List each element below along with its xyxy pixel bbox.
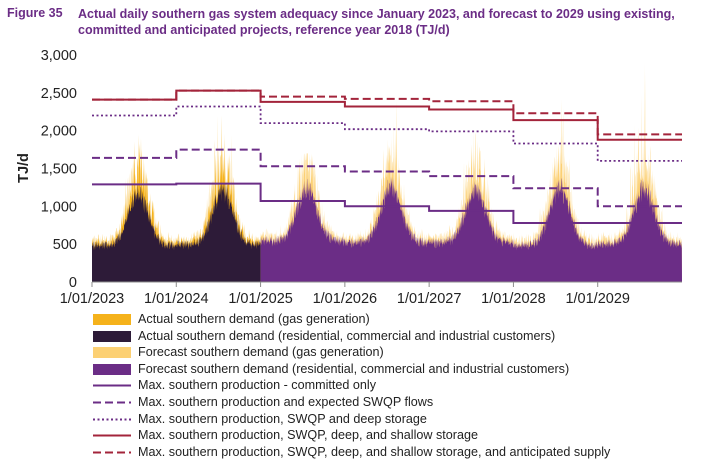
capacity-line-3 — [92, 105, 682, 162]
x-tick-label: 1/01/2025 — [228, 291, 293, 307]
capacity-line-1 — [92, 182, 682, 224]
area-actual-rci — [92, 180, 261, 282]
legend-swatch — [93, 314, 131, 325]
legend-label: Forecast southern demand (residential, c… — [138, 361, 570, 376]
legend-label: Max. southern production, SWQP and deep … — [138, 411, 427, 426]
legend-item: Actual southern demand (gas generation) — [93, 311, 693, 328]
legend-item: Max. southern production, SWQP, deep, an… — [93, 427, 693, 444]
area-forecast-gas-generation — [260, 62, 682, 282]
x-tick-label: 1/01/2028 — [481, 291, 546, 307]
legend-swatch — [93, 330, 131, 342]
x-tick-label: 1/01/2024 — [144, 291, 209, 307]
legend-label: Max. southern production and expected SW… — [138, 394, 434, 409]
x-tick-label: 1/01/2029 — [565, 291, 630, 307]
legend-label: Max. southern production - committed onl… — [138, 378, 376, 393]
legend-swatch — [93, 414, 131, 425]
legend-label: Max. southern production, SWQP, deep, an… — [138, 428, 478, 443]
legend-item: Max. southern production, SWQP and deep … — [93, 411, 693, 428]
chart-legend: Actual southern demand (gas generation) A… — [93, 311, 693, 460]
figure-caption: Figure 35 Actual daily southern gas syst… — [0, 6, 702, 40]
y-tick-label: 1,000 — [41, 199, 77, 215]
y-tick-label: 1,500 — [41, 162, 77, 178]
legend-swatch — [93, 430, 131, 441]
x-tick-label: 1/01/2027 — [397, 291, 462, 307]
legend-swatch — [93, 347, 131, 359]
legend-item: Max. southern production - committed onl… — [93, 377, 693, 394]
capacity-line-4 — [92, 89, 682, 141]
capacity-lines — [92, 89, 682, 224]
legend-label: Max. southern production, SWQP, deep, an… — [138, 444, 611, 459]
legend-item: Max. southern production and expected SW… — [93, 394, 693, 411]
chart-axes: 0 500 1,000 1,500 2,000 2,500 3,000 1/01/2023 1/… — [16, 48, 682, 307]
legend-swatch — [93, 363, 131, 375]
legend-item: Actual southern demand (residential, com… — [93, 328, 693, 345]
figure-label: Figure 35 — [7, 6, 63, 20]
y-tick-label: 2,500 — [41, 86, 77, 102]
legend-swatch — [93, 380, 131, 391]
legend-label: Actual southern demand (residential, com… — [138, 328, 556, 343]
y-tick-label: 2,000 — [41, 124, 77, 140]
legend-swatch — [93, 397, 131, 408]
y-tick-label: 3,000 — [41, 48, 77, 64]
capacity-line-5 — [92, 89, 682, 136]
legend-swatch — [93, 447, 131, 458]
legend-item: Forecast southern demand (gas generation… — [93, 344, 693, 361]
y-tick-label: 500 — [53, 237, 77, 253]
x-tick-label: 1/01/2023 — [60, 291, 125, 307]
capacity-line-2 — [92, 148, 682, 208]
legend-label: Forecast southern demand (gas generation… — [138, 345, 384, 360]
legend-label: Actual southern demand (gas generation) — [138, 312, 370, 326]
legend-item: Max. southern production, SWQP, deep, an… — [93, 444, 693, 461]
y-tick-label: 0 — [69, 275, 77, 291]
y-axis-label: TJ/d — [16, 153, 32, 183]
legend-item: Forecast southern demand (residential, c… — [93, 361, 693, 378]
area-forecast-rci — [260, 176, 682, 282]
figure-title: Actual daily southern gas system adequac… — [78, 7, 675, 37]
x-tick-label: 1/01/2026 — [313, 291, 378, 307]
chart-plot: 0 500 1,000 1,500 2,000 2,500 3,000 1/01/2023 1/… — [16, 48, 682, 307]
